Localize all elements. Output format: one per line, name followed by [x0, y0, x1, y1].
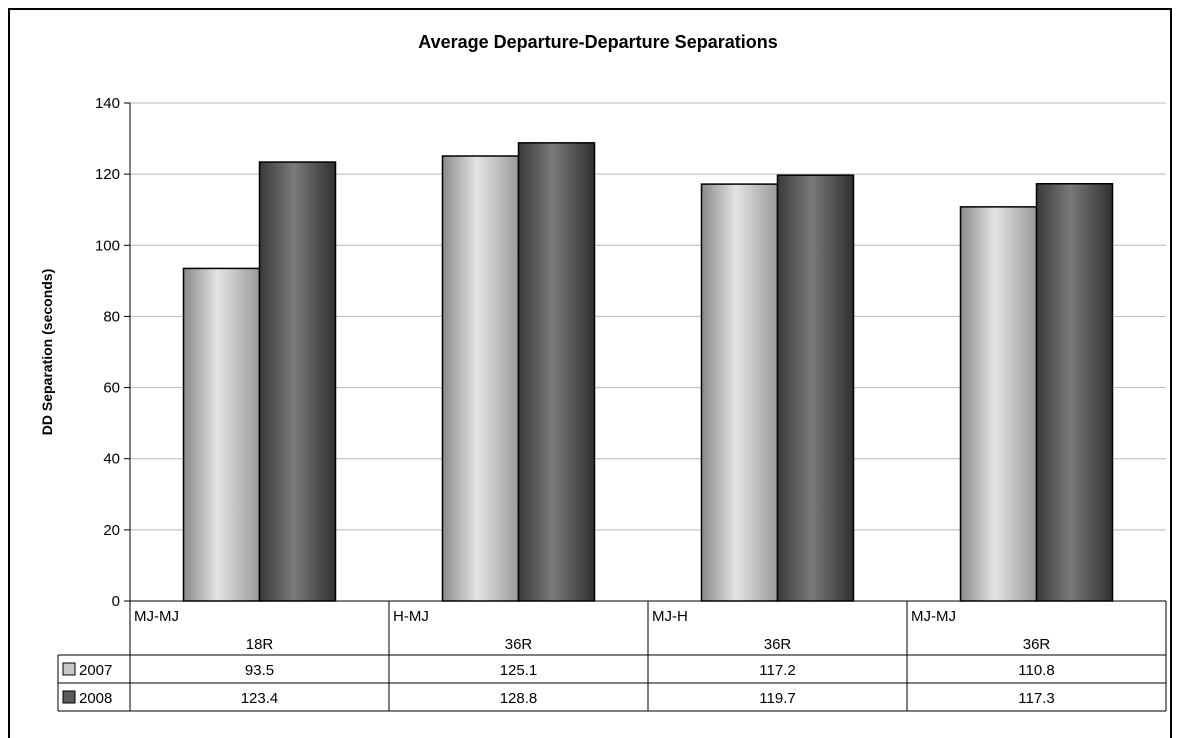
legend-label-2008: 2008	[79, 690, 112, 707]
y-tick-label: 60	[103, 380, 120, 397]
category-runway-label: 36R	[505, 636, 533, 653]
y-tick-label: 100	[95, 237, 120, 254]
data-label-2008: 128.8	[500, 690, 538, 707]
y-tick-label: 0	[112, 593, 120, 610]
bar-2007-2	[700, 183, 779, 602]
bar-2008-3	[1035, 182, 1114, 602]
chart-title: Average Departure-Departure Separations	[418, 32, 777, 52]
data-table: MJ-MJ 18R 93.5 123.4 H-MJ 36R 125.1 128.8 MJ-H 36…	[57, 601, 1167, 712]
legend-label-2007: 2007	[79, 662, 112, 679]
bar-2008-2	[776, 174, 855, 602]
data-label-2008: 117.3	[1018, 690, 1054, 707]
bar-2007-0	[182, 267, 261, 602]
data-label-2008: 119.7	[759, 690, 795, 707]
category-pair-label: MJ-MJ	[911, 608, 956, 625]
data-label-2007: 125.1	[500, 662, 538, 679]
y-tick-label: 40	[103, 451, 120, 468]
y-tick-labels: 0 20 40 60 80 100 120 140	[95, 95, 120, 610]
category-runway-label: 36R	[1023, 636, 1051, 653]
y-axis-label: DD Separation (seconds)	[39, 269, 55, 435]
data-label-2007: 110.8	[1018, 662, 1054, 679]
bar-2007-3	[959, 206, 1038, 602]
y-tick-label: 20	[103, 522, 120, 539]
category-runway-label: 18R	[246, 636, 274, 653]
bars	[182, 142, 1114, 602]
bar-2008-0	[258, 161, 337, 602]
data-label-2007: 93.5	[245, 662, 274, 679]
category-runway-label: 36R	[764, 636, 792, 653]
category-pair-label: MJ-MJ	[134, 608, 179, 625]
bar-2007-1	[441, 155, 520, 602]
legend-swatch-2007	[62, 662, 76, 676]
legend-swatch-2008	[62, 690, 76, 704]
y-tick-label: 120	[95, 166, 120, 183]
y-tick-label: 80	[103, 308, 120, 325]
category-pair-label: MJ-H	[652, 608, 688, 625]
y-tick-label: 140	[95, 95, 120, 112]
category-pair-label: H-MJ	[393, 608, 429, 625]
data-label-2008: 123.4	[241, 690, 279, 707]
data-label-2007: 117.2	[759, 662, 795, 679]
bar-2008-1	[517, 142, 596, 602]
